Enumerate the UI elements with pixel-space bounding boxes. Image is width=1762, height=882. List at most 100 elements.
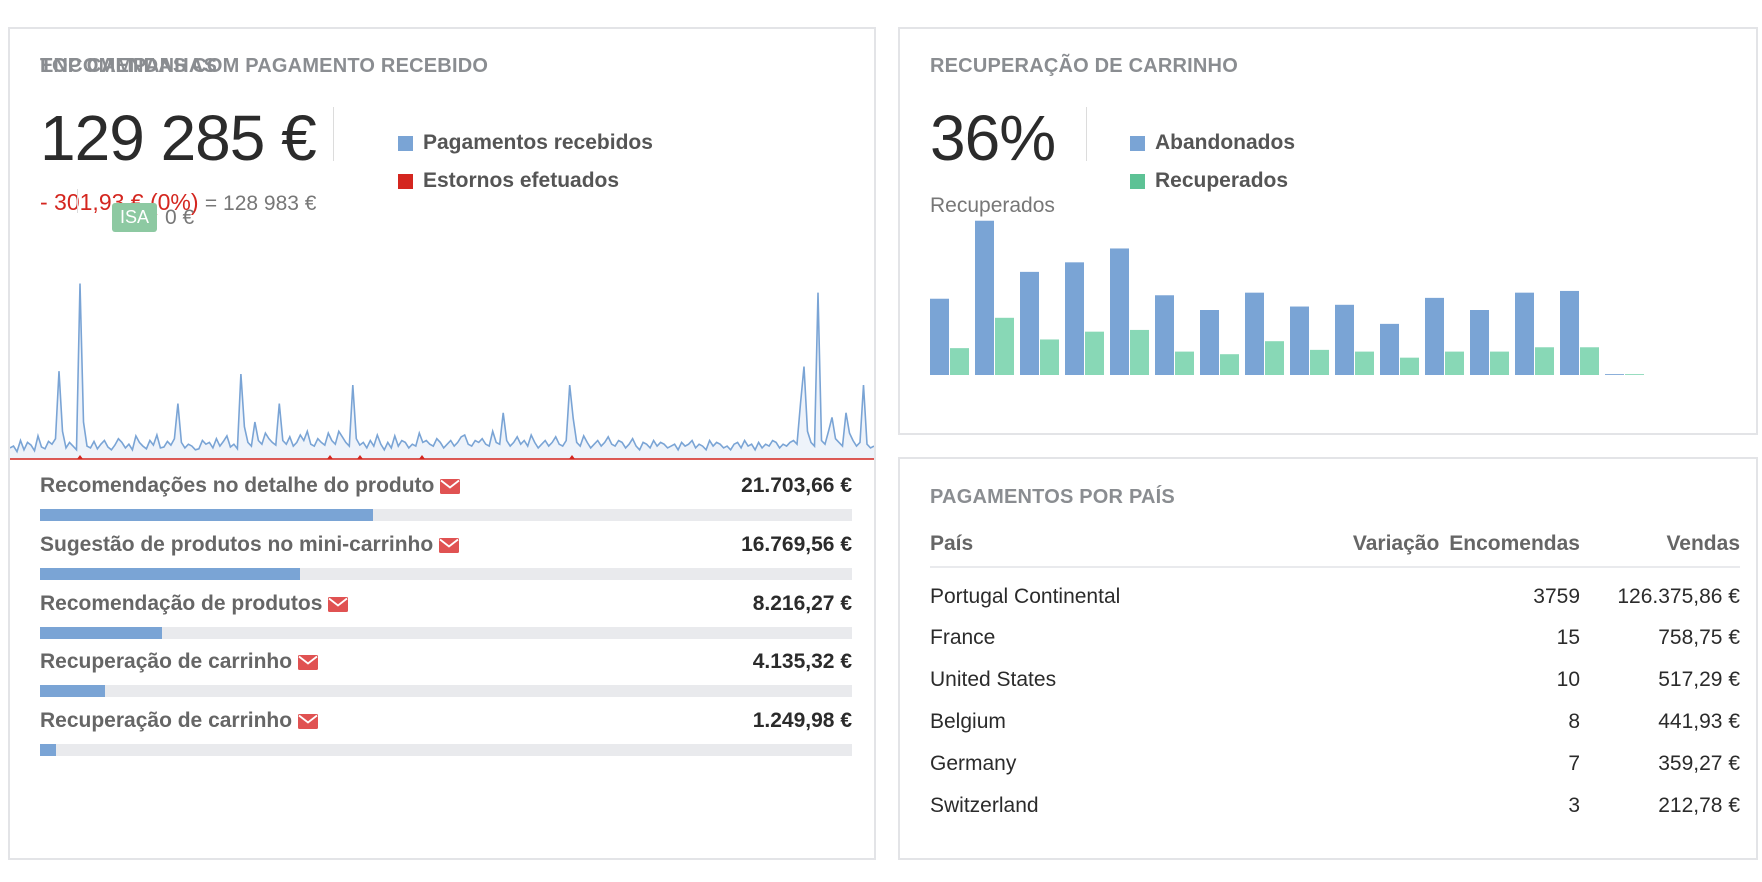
col-header-sales[interactable]: Vendas xyxy=(1580,521,1740,568)
campaign-bar-fill xyxy=(40,509,373,521)
bar-recovered xyxy=(1310,349,1329,375)
campaign-bar-fill xyxy=(40,685,105,697)
legend-item-payments[interactable]: Pagamentos recebidos xyxy=(398,124,653,162)
tax-badge: ISA xyxy=(112,203,158,232)
col-header-orders[interactable]: Encomendas xyxy=(1439,521,1580,568)
table-row[interactable]: Portugal Continental 3759 126.375,86 € xyxy=(930,567,1740,617)
orders-panel: ENCOMENDAS COM PAGAMENTO RECEBIDO 129 28… xyxy=(8,27,876,860)
divider xyxy=(1086,107,1087,161)
cell-sales: 359,27 € xyxy=(1658,752,1740,775)
cell-country: Germany xyxy=(930,752,1017,775)
bar-recovered xyxy=(1040,339,1059,375)
orders-panel-title: ENCOMENDAS COM PAGAMENTO RECEBIDO xyxy=(40,55,489,77)
bar-recovered xyxy=(950,348,969,375)
bar-abandoned xyxy=(1380,323,1399,375)
campaign-label[interactable]: Recomendação de produtos xyxy=(40,592,349,616)
cart-legend: Abandonados Recuperados xyxy=(1130,124,1295,200)
bar-abandoned xyxy=(1560,290,1579,375)
legend-item-abandoned[interactable]: Abandonados xyxy=(1130,124,1295,162)
mail-icon xyxy=(439,537,460,553)
tax-line: ISA 0 € xyxy=(112,203,194,232)
refund-marker xyxy=(77,455,83,459)
legend-swatch-payments xyxy=(398,135,413,151)
campaign-value: 4.135,32 € xyxy=(752,650,852,673)
campaign-row[interactable]: Recomendações no detalhe do produto 21.70… xyxy=(40,474,852,530)
bar-abandoned xyxy=(1200,310,1219,375)
cart-panel-title: RECUPERAÇÃO DE CARRINHO xyxy=(930,55,1238,77)
campaign-name: Recuperação de carrinho xyxy=(40,650,293,673)
cell-change xyxy=(1289,617,1439,659)
campaign-row[interactable]: Recomendação de produtos 8.216,27 € xyxy=(40,592,852,648)
bar-abandoned xyxy=(930,298,949,375)
legend-swatch-refunds xyxy=(398,173,413,189)
cell-orders: 8 xyxy=(1568,710,1580,733)
cell-orders: 15 xyxy=(1556,626,1580,649)
cell-change xyxy=(1289,701,1439,743)
campaigns-title: TOP CAMPANHAS xyxy=(40,55,218,77)
campaign-bar-track xyxy=(40,744,852,756)
campaign-label[interactable]: Recuperação de carrinho xyxy=(40,650,319,674)
campaign-name: Sugestão de produtos no mini-carrinho xyxy=(40,533,434,556)
cell-change xyxy=(1289,785,1439,827)
divider xyxy=(77,189,78,213)
campaign-label[interactable]: Sugestão de produtos no mini-carrinho xyxy=(40,533,460,557)
table-row[interactable]: France 15 758,75 € xyxy=(930,617,1740,659)
cell-change xyxy=(1289,743,1439,785)
recovered-label: Recuperados xyxy=(930,194,1055,217)
col-header-change[interactable]: Variação xyxy=(1289,521,1440,568)
bar-abandoned xyxy=(1245,292,1264,375)
col-header-country[interactable]: País xyxy=(930,521,1290,568)
payments-line-chart xyxy=(10,283,874,460)
bar-recovered xyxy=(1220,354,1239,375)
campaign-value: 1.249,98 € xyxy=(752,709,852,732)
bar-abandoned xyxy=(975,220,994,375)
cell-country: United States xyxy=(930,668,1057,691)
campaign-name: Recomendações no detalhe do produto xyxy=(40,474,435,497)
orders-total: 129 285 € xyxy=(40,102,317,174)
tax-value: 0 € xyxy=(165,205,195,229)
cell-change xyxy=(1289,567,1439,617)
bar-abandoned xyxy=(1515,292,1534,375)
refund-summary: - 301,93 € (0%) = 128 983 € xyxy=(40,189,316,216)
table-row[interactable]: United States 10 517,29 € xyxy=(930,659,1740,701)
divider xyxy=(333,107,334,161)
mail-icon xyxy=(298,654,319,670)
campaign-bar-fill xyxy=(40,627,162,639)
campaign-row[interactable]: Recuperação de carrinho 1.249,98 € xyxy=(40,709,852,765)
bar-recovered xyxy=(1085,331,1104,375)
cell-sales: 517,29 € xyxy=(1658,668,1740,691)
campaign-bar-fill xyxy=(40,744,57,756)
refund-marker xyxy=(569,455,575,459)
bar-abandoned xyxy=(1605,374,1624,375)
refund-marker xyxy=(357,455,363,459)
table-row[interactable]: Belgium 8 441,93 € xyxy=(930,701,1740,743)
legend-item-refunds[interactable]: Estornos efetuados xyxy=(398,162,653,200)
cell-sales: 441,93 € xyxy=(1658,710,1740,733)
refund-marker xyxy=(327,455,333,459)
cell-orders: 10 xyxy=(1556,668,1580,691)
campaign-bar-track xyxy=(40,627,852,639)
campaign-label[interactable]: Recuperação de carrinho xyxy=(40,709,319,733)
bar-recovered xyxy=(1355,351,1374,375)
payments-series-line xyxy=(10,283,874,454)
bar-abandoned xyxy=(1110,248,1129,375)
cart-recovery-panel: RECUPERAÇÃO DE CARRINHO 36% Abandonados … xyxy=(898,27,1758,435)
country-panel-title: PAGAMENTOS POR PAÍS xyxy=(930,486,1175,508)
legend-item-recovered[interactable]: Recuperados xyxy=(1130,162,1295,200)
table-row[interactable]: Germany 7 359,27 € xyxy=(930,743,1740,785)
legend-label: Estornos efetuados xyxy=(423,169,620,192)
mail-icon xyxy=(440,478,461,494)
cell-orders: 7 xyxy=(1568,752,1580,775)
bar-abandoned xyxy=(1425,297,1444,375)
bar-recovered xyxy=(1490,351,1509,375)
orders-legend: Pagamentos recebidos Estornos efetuados xyxy=(398,124,653,200)
table-row[interactable]: Switzerland 3 212,78 € xyxy=(930,785,1740,827)
campaign-label[interactable]: Recomendações no detalhe do produto xyxy=(40,474,461,498)
bar-abandoned xyxy=(1470,310,1489,375)
campaign-row[interactable]: Recuperação de carrinho 4.135,32 € xyxy=(40,650,852,706)
campaign-row[interactable]: Sugestão de produtos no mini-carrinho 16.… xyxy=(40,533,852,589)
net-amount: = 128 983 € xyxy=(204,192,317,215)
cell-country: Switzerland xyxy=(930,794,1039,817)
bar-recovered xyxy=(1400,357,1419,375)
payments-area xyxy=(10,283,874,459)
